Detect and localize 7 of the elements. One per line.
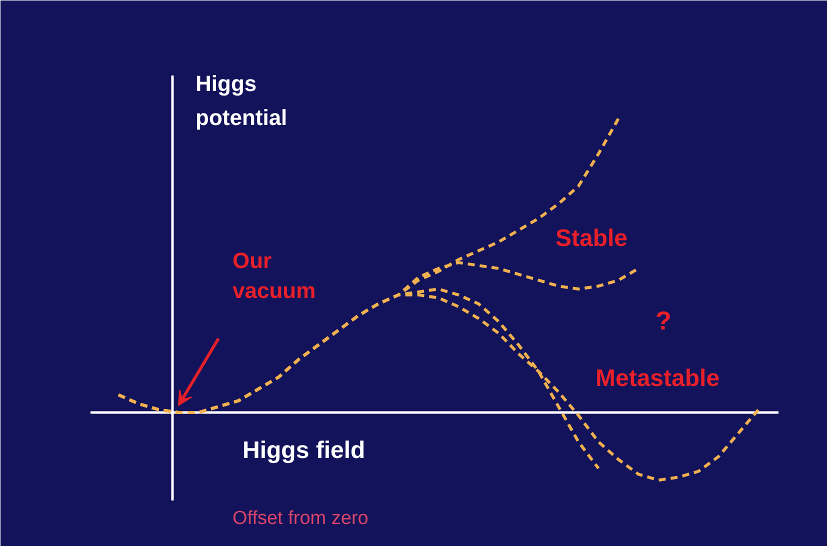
annotation: Stable (556, 225, 628, 252)
y-axis-title: Higgs potential (196, 71, 288, 130)
annotation: ? (656, 306, 672, 336)
text: Offset from zero (232, 508, 368, 529)
x-axis-title: Higgs field (242, 437, 366, 464)
annotation: Metastable (596, 365, 720, 392)
annotation: Our vacuum (232, 248, 316, 303)
